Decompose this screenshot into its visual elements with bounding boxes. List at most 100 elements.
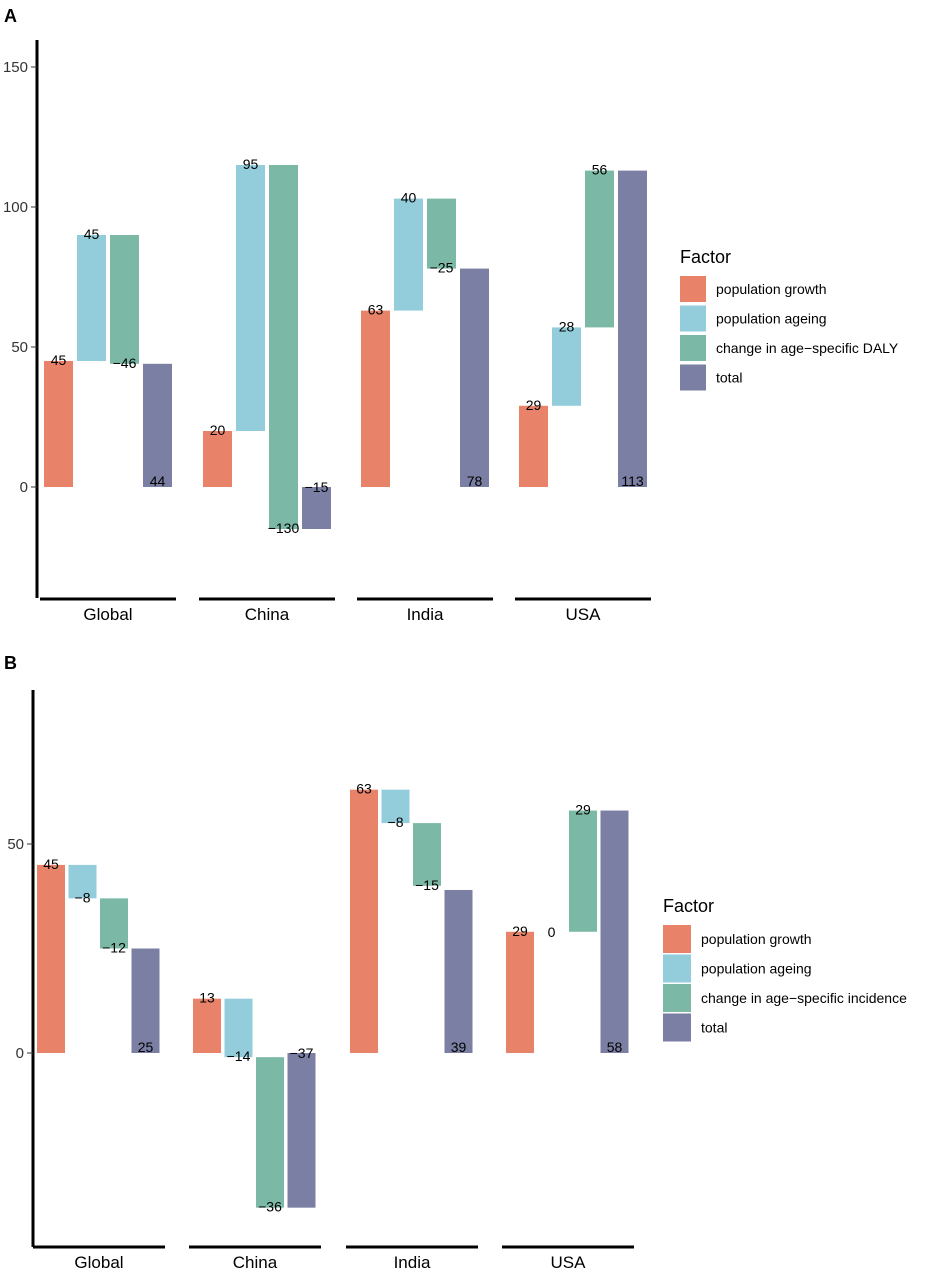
panel-b-bar-india-total (444, 889, 473, 1053)
panel-b-data-label-global-1: 45 (43, 856, 59, 872)
panel-a-data-label-usa-4: 113 (621, 473, 644, 489)
panel-a-data-label-china-3: −130 (268, 520, 300, 536)
panel-a-category-label-china: China (245, 605, 290, 624)
panel-b-data-label-china-3: −36 (258, 1199, 282, 1215)
panel-b-bar-global-population-ageing (68, 864, 97, 899)
panel-a-legend-label-population-growth: population growth (716, 281, 827, 297)
panel-b-category-label-india: India (394, 1253, 431, 1272)
panel-a-category-label-global: Global (83, 605, 132, 624)
panel-b-legend-swatch-population-ageing (663, 954, 691, 983)
panel-a-category-label-india: India (407, 605, 444, 624)
panel-b-data-label-usa-4: 58 (607, 1039, 623, 1055)
panel-b-data-label-india-1: 63 (356, 781, 372, 797)
panel-a-y-tick-label: 0 (20, 479, 28, 496)
panel-a-y-tick-label: 50 (11, 339, 28, 356)
panel-b-bar-global-population-growth (37, 864, 65, 1053)
panel-a-legend-label-total: total (716, 370, 742, 386)
panel-b-data-label-china-4: −37 (290, 1045, 314, 1061)
panel-b-bar-china-population-ageing (224, 998, 253, 1058)
panel-a-legend-label-change-in-age-specific-daly: change in age−specific DALY (716, 340, 899, 356)
panel-b-bar-usa-total (600, 810, 629, 1053)
panel-b-legend-title: Factor (663, 896, 714, 916)
panel-b-legend-label-total: total (701, 1020, 727, 1036)
panel-a-data-label-india-3: −25 (430, 260, 454, 276)
panel-a-data-label-global-3: −46 (113, 355, 137, 371)
panel-b-bar-india-change-in-age-specific-incidence (413, 823, 441, 886)
panel-a-bar-usa-population-growth (519, 405, 548, 487)
panel-a-bar-global-population-growth (44, 361, 73, 487)
panel-b-data-label-global-3: −12 (102, 940, 126, 956)
panel-b-data-label-global-2: −8 (75, 889, 91, 905)
panel-a-bar-india-population-growth (361, 310, 390, 487)
panel-b-chart: 0 50 45 −8 −12 25 Global 13 −14 −36 −37 China 63 −8 −1… (7, 690, 634, 1272)
panel-a-bar-china-change-in-age-specific-daly (269, 165, 298, 529)
panel-a-data-label-global-2: 45 (84, 226, 100, 242)
panel-label-b: B (4, 653, 17, 673)
panel-b-category-label-global: Global (74, 1253, 123, 1272)
panel-a-data-label-india-2: 40 (401, 190, 417, 206)
panel-a-data-label-usa-2: 28 (559, 318, 575, 334)
panel-a-bar-usa-total (618, 170, 647, 487)
panel-a-data-label-usa-1: 29 (526, 397, 542, 413)
panel-a-bar-china-population-growth (203, 431, 232, 487)
panel-b-data-label-usa-1: 29 (512, 923, 528, 939)
panel-b-legend-swatch-total (663, 1013, 691, 1042)
panel-a-bar-china-population-ageing (236, 165, 265, 431)
panel-a-legend-swatch-population-growth (680, 276, 706, 302)
panel-b-bar-china-total (287, 1053, 316, 1208)
panel-a-data-label-china-2: 95 (243, 156, 259, 172)
panel-a-bar-global-population-ageing (77, 235, 106, 361)
panel-a-legend: Factor population growth population ageing… (680, 247, 899, 391)
panel-a-bar-usa-population-ageing (552, 327, 581, 406)
panel-a-data-label-global-1: 45 (51, 352, 67, 368)
panel-a-data-label-india-4: 78 (467, 473, 483, 489)
panel-a-bar-global-change-in-age-specific-daly (110, 235, 139, 364)
panel-b-y-tick-label: 0 (16, 1045, 24, 1062)
panel-b-legend-swatch-population-growth (663, 925, 691, 953)
panel-a-y-tick-label: 150 (3, 59, 28, 76)
panel-b-category-label-china: China (233, 1253, 278, 1272)
panel-a-legend-label-population-ageing: population ageing (716, 311, 827, 327)
panel-b-legend-label-population-growth: population growth (701, 931, 812, 947)
panel-b-category-label-usa: USA (551, 1253, 587, 1272)
panel-a-bar-china-total (302, 487, 331, 529)
panel-b-bar-india-population-growth (350, 789, 378, 1053)
panel-a-data-label-india-1: 63 (368, 302, 384, 318)
panel-b-bar-india-population-ageing (381, 789, 410, 824)
panel-b-legend-swatch-change-in-age-specific-incidence (663, 984, 691, 1012)
panel-b-bar-china-change-in-age-specific-incidence (256, 1057, 284, 1208)
panel-a-data-label-china-4: −15 (305, 479, 329, 495)
panel-label-a: A (4, 6, 17, 26)
panel-b-data-label-china-1: 13 (199, 990, 215, 1006)
panel-b-bar-global-change-in-age-specific-incidence (100, 898, 128, 949)
panel-b-data-label-india-2: −8 (388, 814, 404, 830)
panel-b-legend-label-change-in-age-specific-incidence: change in age−specific incidence (701, 990, 907, 1006)
panel-b-bar-usa-population-growth (506, 931, 534, 1053)
panel-b-legend: Factor population growth population ageing… (663, 896, 907, 1042)
panel-a-bar-india-total (460, 268, 489, 487)
panel-a-category-label-usa: USA (566, 605, 602, 624)
panel-a-legend-swatch-change-in-age-specific-daly (680, 335, 706, 361)
panel-a-data-label-usa-3: 56 (592, 162, 608, 178)
panel-b-bar-global-total (131, 948, 160, 1053)
panel-b-data-label-usa-3: 29 (575, 802, 591, 818)
panel-b-data-label-india-4: 39 (451, 1039, 467, 1055)
panel-a-bar-usa-change-in-age-specific-daly (585, 170, 614, 328)
panel-a-bar-global-total (143, 363, 172, 487)
panel-a-legend-swatch-population-ageing (680, 305, 706, 332)
panel-b-legend-label-population-ageing: population ageing (701, 961, 812, 977)
panel-a-y-tick-label: 100 (3, 199, 28, 216)
panel-a-data-label-global-4: 44 (150, 473, 166, 489)
panel-b-bar-china-population-growth (193, 998, 221, 1053)
panel-a-chart: 0 50 100 150 45 45 −46 44 Global 20 95 −130 −15 China… (3, 40, 651, 624)
panel-b-bar-usa-change-in-age-specific-incidence (569, 810, 597, 932)
panel-b-data-label-india-3: −15 (415, 877, 439, 893)
panel-a-bar-india-change-in-age-specific-daly (427, 198, 456, 269)
panel-a-data-label-china-1: 20 (210, 422, 226, 438)
panel-b-y-tick-label: 50 (7, 836, 24, 853)
panel-a-legend-title: Factor (680, 247, 731, 267)
panel-b-data-label-china-2: −14 (227, 1048, 251, 1064)
panel-a-legend-swatch-total (680, 364, 706, 391)
panel-b-data-label-usa-2: 0 (548, 924, 556, 940)
